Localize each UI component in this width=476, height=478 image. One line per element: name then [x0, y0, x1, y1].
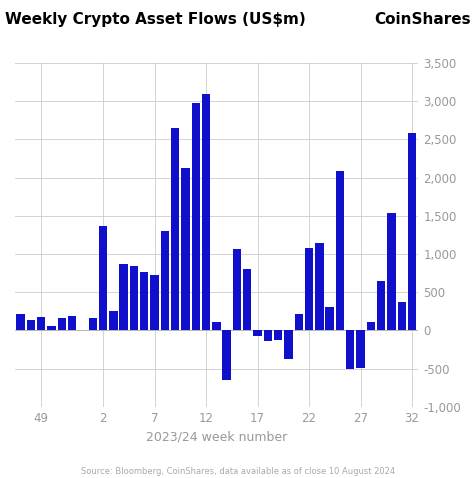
Bar — [47, 326, 56, 330]
Bar — [17, 315, 25, 330]
Bar — [181, 168, 189, 330]
Bar — [387, 213, 396, 330]
Bar — [264, 330, 272, 341]
Bar — [253, 330, 262, 336]
Bar — [171, 128, 179, 330]
Bar — [367, 322, 375, 330]
Bar — [284, 330, 293, 358]
Bar — [274, 330, 282, 340]
X-axis label: 2023/24 week number: 2023/24 week number — [146, 431, 287, 444]
Bar — [357, 330, 365, 368]
Bar — [140, 272, 149, 330]
Bar — [305, 248, 313, 330]
Bar — [222, 330, 231, 380]
Bar — [191, 103, 200, 330]
Bar — [326, 307, 334, 330]
Bar — [346, 330, 355, 369]
Bar — [58, 318, 66, 330]
Bar — [377, 282, 386, 330]
Bar — [109, 311, 118, 330]
Bar — [315, 243, 324, 330]
Bar — [99, 226, 107, 330]
Bar — [212, 322, 220, 330]
Text: Weekly Crypto Asset Flows (US$m): Weekly Crypto Asset Flows (US$m) — [5, 12, 306, 27]
Bar — [37, 317, 46, 330]
Bar — [397, 302, 406, 330]
Bar — [233, 250, 241, 330]
Bar — [89, 318, 97, 330]
Text: Source: Bloomberg, CoinShares, data available as of close 10 August 2024: Source: Bloomberg, CoinShares, data avai… — [81, 467, 395, 476]
Bar — [336, 172, 344, 330]
Bar — [68, 316, 76, 330]
Bar — [150, 275, 159, 330]
Text: CoinShares: CoinShares — [375, 12, 471, 27]
Bar — [295, 314, 303, 330]
Bar — [160, 231, 169, 330]
Bar — [243, 269, 251, 330]
Bar — [119, 264, 128, 330]
Bar — [408, 133, 416, 330]
Bar — [130, 266, 138, 330]
Bar — [202, 94, 210, 330]
Bar — [27, 320, 35, 330]
